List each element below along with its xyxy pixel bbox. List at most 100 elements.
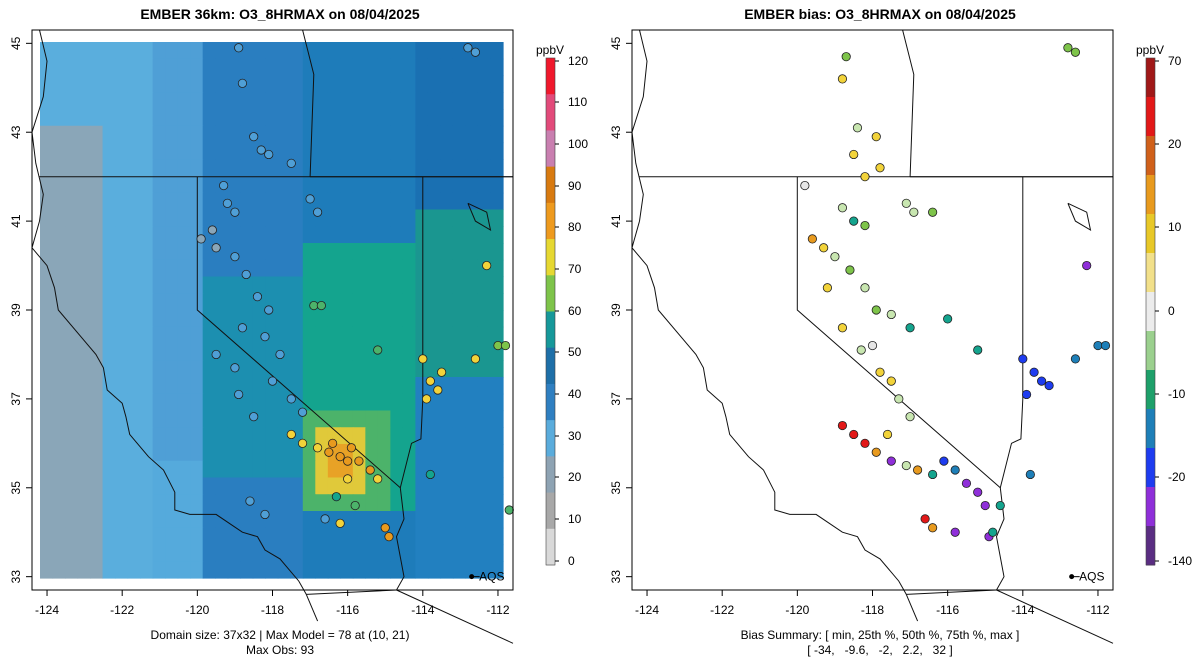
model-grid-cell xyxy=(202,92,216,110)
model-grid-cell xyxy=(65,326,79,345)
model-grid-cell xyxy=(427,561,442,579)
model-grid-cell xyxy=(440,159,454,177)
model-grid-cell xyxy=(290,125,304,144)
model-grid-cell xyxy=(302,444,316,462)
model-grid-cell xyxy=(490,58,504,77)
model-grid-cell xyxy=(52,259,66,278)
model-grid-cell xyxy=(477,42,492,60)
model-grid-cell xyxy=(440,561,454,579)
model-grid-cell xyxy=(190,142,204,160)
model-grid-cell xyxy=(202,511,216,529)
model-colorbar-swatch xyxy=(546,420,555,457)
model-grid-cell xyxy=(102,494,116,512)
model-obs-point xyxy=(482,260,492,271)
model-grid-cell xyxy=(127,427,141,445)
model-grid-cell xyxy=(440,58,454,77)
model-grid-cell xyxy=(202,58,216,77)
model-colorbar-tick-label: 50 xyxy=(568,345,582,359)
model-grid-cell xyxy=(390,460,404,479)
model-grid-cell xyxy=(402,192,417,211)
model-grid-cell xyxy=(465,109,479,127)
model-grid-cell xyxy=(52,310,66,328)
model-grid-cell xyxy=(265,226,279,244)
model-boundary-line xyxy=(196,176,405,591)
model-grid-cell xyxy=(340,360,354,378)
model-grid-cell xyxy=(490,427,504,445)
model-grid-cell xyxy=(315,310,329,328)
model-grid-cell xyxy=(40,477,54,495)
model-grid-cell xyxy=(65,159,79,177)
model-grid-cell xyxy=(215,209,229,227)
model-grid-cell xyxy=(277,58,291,77)
model-grid-cell xyxy=(152,310,166,328)
model-grid-cell xyxy=(152,527,166,546)
model-grid-cell xyxy=(490,243,504,261)
model-grid-cell xyxy=(265,343,279,361)
model-grid-cell xyxy=(477,109,492,127)
model-grid-cell xyxy=(302,360,316,378)
model-colorbar-tick-label: 60 xyxy=(568,304,582,318)
model-grid-cell xyxy=(215,511,229,529)
model-grid-cell xyxy=(165,109,179,127)
model-grid-cell xyxy=(427,310,442,328)
model-grid-cell xyxy=(65,343,79,361)
model-grid-cell xyxy=(427,109,442,127)
bias-boundary-line xyxy=(996,589,1114,644)
model-grid-cell xyxy=(302,527,316,546)
model-grid-cell xyxy=(115,460,129,479)
model-grid-cell xyxy=(90,243,104,261)
model-grid-cell xyxy=(365,159,379,177)
model-grid-cell xyxy=(65,477,79,495)
model-grid-cell xyxy=(252,477,266,495)
model-obs-point xyxy=(264,305,274,315)
model-grid-cell xyxy=(390,410,404,428)
model-grid-cell xyxy=(302,276,316,294)
model-grid-cell xyxy=(415,444,429,462)
model-grid-cell xyxy=(452,410,467,428)
model-grid-cell xyxy=(340,58,354,77)
model-grid-cell xyxy=(440,176,454,194)
model-grid-cell xyxy=(40,176,54,194)
model-grid-cell xyxy=(427,494,442,512)
model-grid-cell xyxy=(402,109,417,127)
model-grid-cell xyxy=(452,226,467,244)
model-grid-cell xyxy=(140,561,154,579)
model-grid-cell xyxy=(90,360,104,378)
model-grid-cell xyxy=(102,226,116,244)
model-grid-cell xyxy=(40,293,54,311)
model-obs-point xyxy=(316,300,326,311)
model-grid-cell xyxy=(477,477,492,495)
model-grid-cell xyxy=(40,343,54,361)
model-grid-cell xyxy=(327,192,341,211)
model-grid-cell xyxy=(90,58,104,77)
model-grid-cell xyxy=(452,561,467,579)
model-grid-cell xyxy=(265,410,279,428)
model-grid-cell xyxy=(352,410,366,428)
model-grid-cell xyxy=(490,393,504,412)
model-obs-point xyxy=(222,198,233,208)
model-grid-cell xyxy=(465,477,479,495)
model-colorbar-unit: ppbV xyxy=(536,43,565,57)
model-grid-cell xyxy=(90,544,104,562)
model-grid-cell xyxy=(277,109,291,127)
model-grid-cell xyxy=(227,176,241,194)
model-grid-cell xyxy=(315,259,329,278)
model-grid-cell xyxy=(377,460,391,479)
model-grid-cell xyxy=(277,192,291,211)
model-grid-cell xyxy=(215,226,229,244)
model-grid-cell xyxy=(490,527,504,546)
model-obs-point xyxy=(463,43,473,53)
model-grid-cell xyxy=(377,293,391,311)
model-grid-cell xyxy=(440,209,454,227)
model-grid-cell xyxy=(415,92,429,110)
model-obs-point xyxy=(380,523,390,533)
model-obs-point xyxy=(384,532,394,542)
model-grid-cell xyxy=(40,360,54,378)
model-grid-cell xyxy=(440,75,454,93)
model-grid-cell xyxy=(290,494,304,512)
model-grid-cell xyxy=(377,410,391,428)
model-grid-cell xyxy=(315,561,329,579)
model-grid-cell xyxy=(315,460,329,479)
model-grid-cell xyxy=(302,109,316,127)
model-grid-cell xyxy=(265,92,279,110)
